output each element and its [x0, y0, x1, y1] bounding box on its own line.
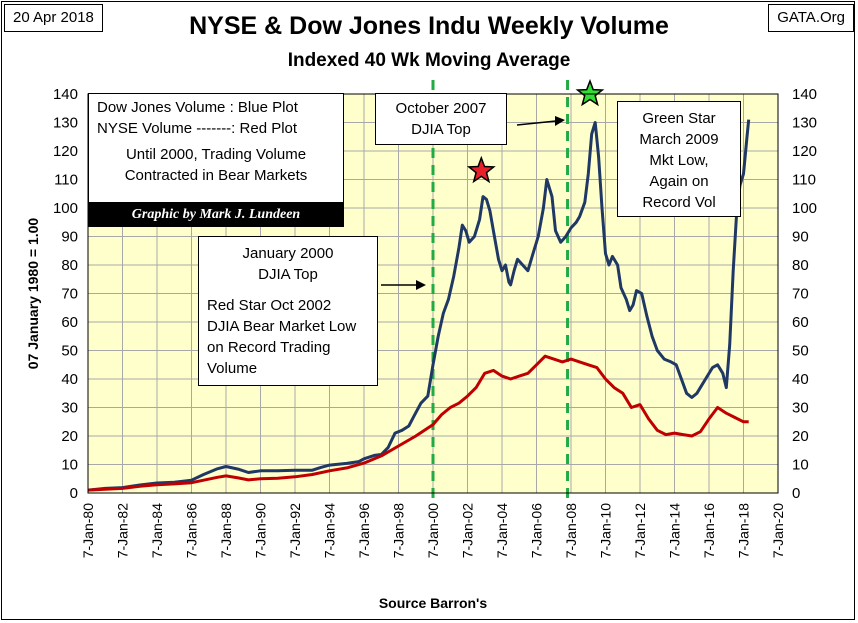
x-tick-label: 7-Jan-14 [667, 503, 683, 558]
jan2000-line3: Red Star Oct 2002 [207, 297, 332, 314]
green-star-line4: Again on [649, 173, 709, 190]
y-tick-label-left: 90 [61, 229, 78, 246]
x-tick-label: 7-Jan-84 [149, 503, 165, 558]
green-star-line5: Record Vol [642, 194, 716, 211]
y-tick-label-left: 60 [61, 314, 78, 331]
jan2000-line6: Volume [207, 360, 258, 377]
x-tick-label: 7-Jan-00 [425, 503, 441, 558]
y-tick-label-left: 30 [61, 400, 78, 417]
x-tick-label: 7-Jan-86 [184, 503, 200, 558]
x-axis-label: Source Barron's [379, 595, 488, 611]
dow-jones-series-line [87, 119, 751, 492]
oct2007-line1: October 2007 [395, 100, 487, 117]
y-tick-label-left: 50 [61, 343, 78, 360]
x-axis-ticks: 7-Jan-80 7-Jan-82 7-Jan-84 7-Jan-86 7-Jan-88… [80, 503, 786, 558]
arrow-head-jan2000 [416, 280, 426, 290]
legend-note: Dow Jones Volume : Blue Plot NYSE Volume… [88, 93, 344, 203]
legend-note-line3: Until 2000, Trading Volume [125, 146, 307, 163]
x-tick-label: 7-Jan-06 [529, 503, 545, 558]
y-tick-label-right: 70 [792, 286, 809, 303]
y-tick-label-right: 100 [792, 200, 817, 217]
green-star-line1: Green Star [642, 110, 716, 127]
y-tick-label-right: 60 [792, 314, 809, 331]
legend-line-dow: Dow Jones Volume : Blue Plot [97, 99, 298, 116]
legend-note-line4: Contracted in Bear Markets [124, 167, 308, 184]
x-tick-label: 7-Jan-92 [287, 503, 303, 558]
chart-title: NYSE & Dow Jones Indu Weekly Volume [189, 12, 669, 40]
jan2000-line1: January 2000 [242, 245, 334, 262]
jan2000-line2: DJIA Top [258, 266, 318, 283]
y-tick-label-right: 90 [792, 229, 809, 246]
jan2000-line4: DJIA Bear Market Low [207, 318, 357, 335]
x-tick-label: 7-Jan-04 [494, 503, 510, 558]
arrow-to-oct2007-line [516, 120, 557, 126]
vertical-markers [431, 80, 570, 503]
y-tick-label-left: 120 [53, 143, 78, 160]
y-tick-label-left: 80 [61, 257, 78, 274]
series-lines [87, 119, 751, 492]
x-tick-label: 7-Jan-90 [253, 503, 269, 558]
oct2007-line2: DJIA Top [411, 121, 471, 138]
x-tick-label: 7-Jan-98 [391, 503, 407, 558]
y-tick-label-left: 0 [70, 485, 78, 502]
y-tick-label-left: 10 [61, 457, 78, 474]
x-tick-label: 7-Jan-80 [80, 503, 96, 558]
green-star-line2: March 2009 [639, 131, 719, 148]
star-marker [466, 155, 496, 184]
x-tick-label: 7-Jan-08 [563, 503, 579, 558]
legend-line-nyse: NYSE Volume -------: Red Plot [97, 120, 298, 137]
y-tick-label-left: 20 [61, 428, 78, 445]
source-label: GATA.Org [768, 4, 854, 32]
x-tick-label: 7-Jan-02 [460, 503, 476, 558]
y-tick-label-right: 0 [792, 485, 800, 502]
y-tick-label-right: 30 [792, 400, 809, 417]
annotation-arrows [381, 116, 565, 290]
y-tick-label-right: 80 [792, 257, 809, 274]
y-tick-label-right: 40 [792, 371, 809, 388]
green-star-note: Green Star March 2009 Mkt Low, Again on … [617, 101, 741, 217]
y-tick-label-left: 100 [53, 200, 78, 217]
y-tick-label-left: 110 [54, 172, 78, 189]
credit-banner: Graphic by Mark J. Lundeen [88, 203, 344, 227]
y-axis-right-ticks: 0 10 20 30 40 50 60 70 80 90 100 110 120 130 140 [792, 86, 817, 502]
y-tick-label-right: 50 [792, 343, 809, 360]
x-tick-label: 7-Jan-20 [770, 503, 786, 558]
y-tick-label-right: 10 [792, 457, 809, 474]
x-tick-label: 7-Jan-12 [632, 503, 648, 558]
y-tick-label-right: 110 [792, 172, 816, 189]
jan2000-line5: on Record Trading [207, 339, 331, 356]
x-tick-label: 7-Jan-18 [736, 503, 752, 558]
y-tick-label-left: 130 [53, 115, 78, 132]
chart-subtitle: Indexed 40 Wk Moving Average [287, 50, 571, 71]
x-tick-label: 7-Jan-82 [115, 503, 131, 558]
x-tick-label: 7-Jan-96 [356, 503, 372, 558]
x-tick-label: 7-Jan-94 [322, 503, 338, 558]
date-label: 20 Apr 2018 [4, 4, 103, 32]
y-tick-label-right: 140 [792, 86, 817, 103]
green-star-line3: Mkt Low, [649, 152, 709, 169]
y-tick-label-left: 40 [61, 371, 78, 388]
y-tick-label-right: 120 [792, 143, 817, 160]
arrow-head-oct2007 [555, 116, 565, 126]
y-axis-label: 07 January 1980 = 1.00 [25, 218, 41, 370]
x-tick-label: 7-Jan-10 [598, 503, 614, 558]
oct2007-note: October 2007 DJIA Top [375, 93, 507, 145]
star-marker [575, 78, 605, 107]
star-markers [466, 78, 605, 184]
y-axis-left-ticks: 0 10 20 30 40 50 60 70 80 90 100 110 120 130 140 [53, 86, 78, 502]
y-tick-label-left: 70 [61, 286, 78, 303]
y-tick-label-right: 130 [792, 115, 817, 132]
y-tick-label-left: 140 [53, 86, 78, 103]
x-tick-label: 7-Jan-88 [218, 503, 234, 558]
y-tick-label-right: 20 [792, 428, 809, 445]
x-tick-label: 7-Jan-16 [701, 503, 717, 558]
nyse-series-line [87, 354, 749, 492]
jan2000-note: January 2000 DJIA Top Red Star Oct 2002 … [198, 236, 378, 386]
